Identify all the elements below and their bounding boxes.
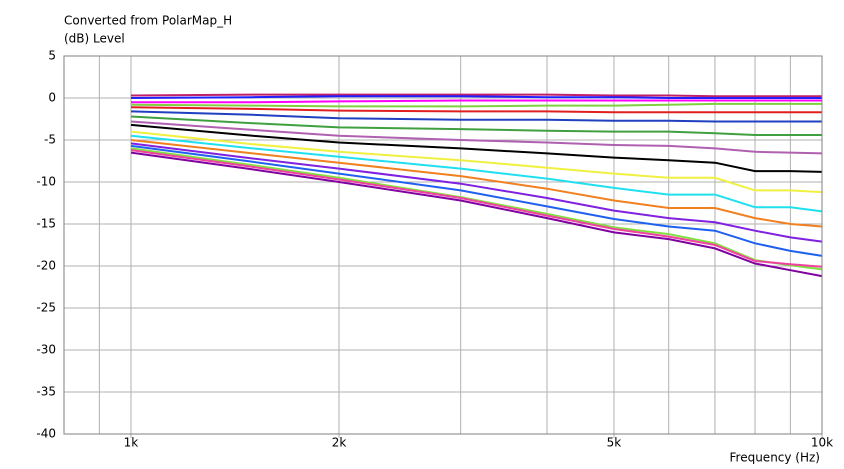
y-tick-label: -10 — [36, 175, 56, 189]
series-line — [130, 144, 823, 257]
series-line — [130, 123, 823, 173]
y-tick-label: 5 — [48, 49, 56, 63]
y-tick-label: 0 — [48, 91, 56, 105]
y-tick-label: -35 — [36, 385, 56, 399]
y-tick-label: -20 — [36, 259, 56, 273]
series-line — [130, 130, 823, 194]
series-line — [130, 120, 823, 155]
series-line — [130, 149, 823, 268]
series-line — [130, 115, 822, 136]
series-line — [130, 142, 823, 243]
x-tick-label: 2k — [332, 436, 347, 450]
y-axis-label: (dB) Level — [64, 32, 125, 46]
series-line — [130, 102, 822, 108]
plot-border — [63, 55, 823, 435]
y-tick-label: -30 — [36, 343, 56, 357]
series-line — [130, 134, 823, 213]
series-line — [130, 151, 823, 278]
x-axis-label: Frequency (Hz) — [730, 451, 821, 465]
series-line — [130, 93, 822, 98]
x-tick-label: 1k — [124, 436, 139, 450]
chart-title: Converted from PolarMap_H — [64, 14, 232, 28]
series-line — [130, 95, 822, 99]
y-tick-label: -5 — [44, 133, 56, 147]
x-tick-label: 5k — [607, 436, 622, 450]
series-line — [130, 106, 822, 114]
y-tick-label: -25 — [36, 301, 56, 315]
series-line — [130, 139, 823, 228]
series-line — [131, 99, 822, 104]
y-tick-label: -15 — [36, 217, 56, 231]
y-tick-label: -40 — [36, 427, 56, 441]
x-tick-label: 10k — [811, 436, 833, 450]
series-line — [130, 110, 822, 123]
